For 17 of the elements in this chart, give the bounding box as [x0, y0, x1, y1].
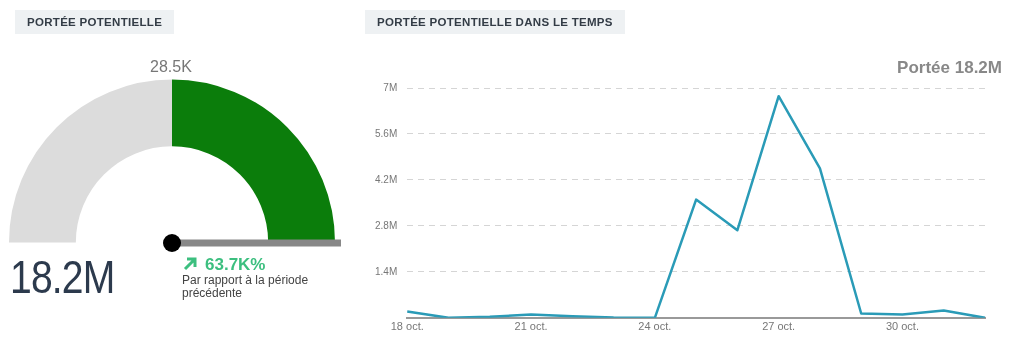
text: 28.5K: [150, 58, 192, 76]
chart-title: PORTÉE POTENTIELLE: [15, 10, 175, 34]
text: 18.2M: [10, 250, 115, 304]
x-tick-label: 18 oct.: [390, 320, 424, 333]
x-tick-label: 27 oct.: [762, 320, 796, 333]
y-tick-label: 7M: [383, 81, 398, 93]
chart-title: PORTÉE POTENTIELLE DANS LE TEMPS: [365, 10, 625, 34]
x-tick-label: 24 oct.: [638, 320, 672, 333]
text: Portée 18.2M: [897, 58, 1002, 78]
x-tick-label: 21 oct.: [514, 320, 548, 333]
text: Par rapport à la période précédente: [182, 273, 310, 300]
y-tick-label: 4.2M: [375, 173, 398, 185]
x-tick-label: 30 oct.: [885, 320, 919, 333]
y-tick-label: 5.6M: [375, 127, 398, 139]
y-tick-label: 2.8M: [375, 219, 398, 231]
text: 63.7K%: [205, 255, 266, 275]
y-tick-label: 1.4M: [375, 265, 398, 277]
